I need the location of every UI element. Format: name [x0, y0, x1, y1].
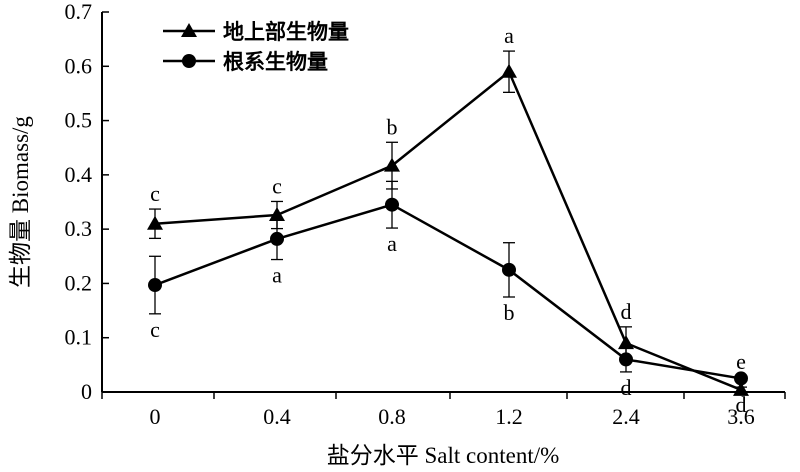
- triangle-marker: [501, 63, 517, 78]
- significance-letter: b: [387, 114, 398, 139]
- significance-letter: c: [150, 181, 160, 206]
- significance-letter: a: [504, 23, 514, 48]
- x-tick-label: 1.2: [495, 404, 523, 429]
- triangle-marker: [733, 381, 749, 396]
- legend-item-aboveground: 地上部生物量: [163, 20, 349, 44]
- triangle-marker: [384, 157, 400, 172]
- significance-letter: d: [621, 299, 632, 324]
- y-tick-label: 0.1: [65, 325, 93, 350]
- significance-letter: d: [736, 392, 747, 417]
- legend-label-aboveground: 地上部生物量: [223, 20, 349, 44]
- axes: [101, 12, 785, 393]
- significance-letter: c: [272, 173, 282, 198]
- significance-letter: b: [504, 300, 515, 325]
- y-axis-title: 生物量 Biomass/g: [8, 116, 33, 288]
- y-tick-label: 0.3: [65, 216, 93, 241]
- x-tick-label: 0: [150, 404, 161, 429]
- triangle-marker: [269, 207, 285, 222]
- y-tick-label: 0.2: [65, 270, 93, 295]
- y-tick-label: 0.4: [65, 162, 93, 187]
- y-tick-label: 0: [81, 379, 92, 404]
- triangle-marker: [147, 215, 163, 230]
- legend-circle-marker: [182, 54, 196, 68]
- circle-marker: [502, 262, 516, 277]
- significance-letter: e: [736, 349, 746, 374]
- x-axis-title: 盐分水平 Salt content/%: [327, 443, 560, 468]
- legend: 地上部生物量 根系生物量: [163, 20, 349, 74]
- legend-triangle-marker: [181, 23, 197, 37]
- y-tick-label: 0.7: [65, 0, 93, 24]
- circle-marker: [148, 278, 162, 293]
- x-tick-label: 2.4: [612, 404, 640, 429]
- significance-letter: a: [387, 231, 397, 256]
- y-tick-label: 0.6: [65, 53, 93, 78]
- x-tick-label: 0.8: [378, 404, 406, 429]
- series-line-root: [154, 203, 742, 380]
- y-ticks: 0 0.1 0.2 0.3 0.4 0.5 0.6 0.7: [65, 0, 109, 404]
- significance-letter: d: [621, 375, 632, 400]
- x-tick-label: 3.6: [727, 404, 755, 429]
- circle-marker: [385, 197, 399, 212]
- circle-marker: [270, 231, 284, 246]
- y-tick-label: 0.5: [65, 108, 93, 133]
- series-line-aboveground: [154, 69, 742, 391]
- circle-marker: [619, 352, 633, 367]
- x-ticks: 0 0.4 0.8 1.2 2.4 3.6: [101, 392, 786, 429]
- legend-label-root: 根系生物量: [223, 50, 328, 74]
- triangle-marker: [618, 335, 634, 350]
- series-root: c a a b d e: [148, 180, 748, 400]
- x-tick-label: 0.4: [263, 404, 291, 429]
- significance-letter: a: [272, 263, 282, 288]
- significance-letter: c: [150, 317, 160, 342]
- legend-item-root: 根系生物量: [163, 50, 328, 74]
- series-aboveground: c c b a d d: [147, 23, 749, 417]
- circle-marker: [734, 371, 748, 386]
